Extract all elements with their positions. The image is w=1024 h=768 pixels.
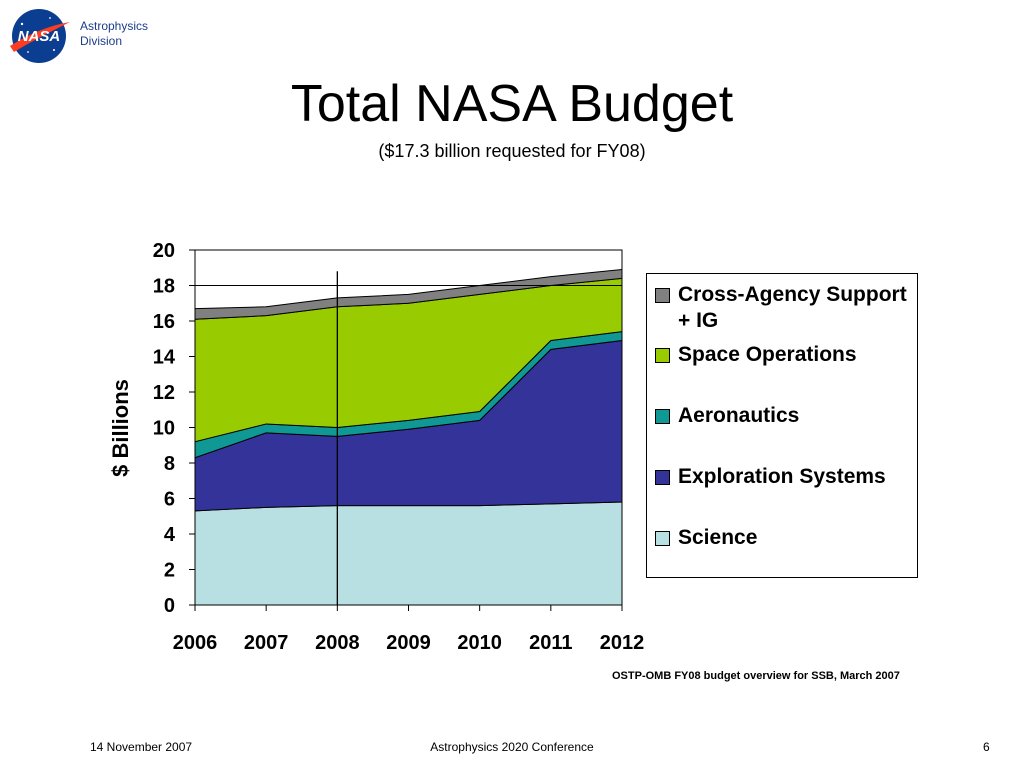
division-line-2: Division xyxy=(80,34,123,48)
legend-label-science: Science xyxy=(678,526,758,549)
nasa-logo-text: NASA xyxy=(18,28,61,45)
y-tick-label-18: 18 xyxy=(153,276,175,298)
footer-page-number: 6 xyxy=(983,740,990,754)
x-tick-label-2006: 2006 xyxy=(173,632,218,654)
legend-swatch-science xyxy=(655,531,670,546)
legend-item-cross-agency: Cross-Agency Support + IG xyxy=(655,282,908,334)
x-tick-label-2011: 2011 xyxy=(529,632,572,654)
legend-label-aeronautics: Aeronautics xyxy=(678,404,800,427)
source-note: OSTP-OMB FY08 budget overview for SSB, M… xyxy=(612,670,900,682)
legend-swatch-aeronautics xyxy=(655,409,670,424)
page-subtitle: ($17.3 billion requested for FY08) xyxy=(378,141,646,161)
y-axis-label: $ Billions xyxy=(108,379,133,477)
nasa-logo-swoosh xyxy=(10,22,70,52)
y-tick-label-8: 8 xyxy=(164,453,175,475)
page-title: Total NASA Budget xyxy=(290,75,734,133)
legend-swatch-space-operations xyxy=(655,348,670,363)
legend-item-exploration-systems: Exploration Systems xyxy=(655,464,908,490)
division-line-1: Astrophysics xyxy=(80,19,149,33)
x-tick-label-2009: 2009 xyxy=(386,632,431,654)
legend-label-exploration-systems: Exploration Systems xyxy=(678,465,886,488)
footer-conference: Astrophysics 2020 Conference xyxy=(430,740,594,754)
x-tick-label-2010: 2010 xyxy=(457,632,502,654)
division-label: Astrophysics Division xyxy=(80,19,148,49)
x-tick-label-2008: 2008 xyxy=(315,632,360,654)
legend-item-space-operations: Space Operations xyxy=(655,342,908,368)
legend-swatch-cross-agency xyxy=(655,288,670,303)
y-tick-label-14: 14 xyxy=(153,347,176,369)
x-tick-label-2007: 2007 xyxy=(244,632,289,654)
y-tick-label-16: 16 xyxy=(153,311,175,333)
footer-date: 14 November 2007 xyxy=(90,740,193,754)
budget-area-chart: 0 2 4 6 8 10 12 14 16 18 20 2006 2007 2008 2009 2010 201… xyxy=(108,240,645,654)
legend-swatch-exploration-systems xyxy=(655,470,670,485)
legend-item-aeronautics: Aeronautics xyxy=(655,403,908,429)
nasa-logo: NASA xyxy=(10,9,70,63)
area-science xyxy=(194,501,623,606)
y-tick-label-12: 12 xyxy=(153,382,175,404)
legend-item-science: Science xyxy=(655,525,908,551)
x-tick-label-2012: 2012 xyxy=(600,632,645,654)
chart-legend: Cross-Agency Support + IG Space Operatio… xyxy=(646,273,918,578)
y-tick-label-2: 2 xyxy=(164,560,175,582)
y-tick-label-0: 0 xyxy=(164,595,175,617)
y-tick-label-6: 6 xyxy=(164,489,175,511)
y-tick-label-20: 20 xyxy=(153,240,175,262)
legend-label-cross-agency: Cross-Agency Support + IG xyxy=(678,283,907,332)
legend-label-space-operations: Space Operations xyxy=(678,343,857,366)
y-tick-label-10: 10 xyxy=(153,418,175,440)
y-tick-label-4: 4 xyxy=(164,524,176,546)
